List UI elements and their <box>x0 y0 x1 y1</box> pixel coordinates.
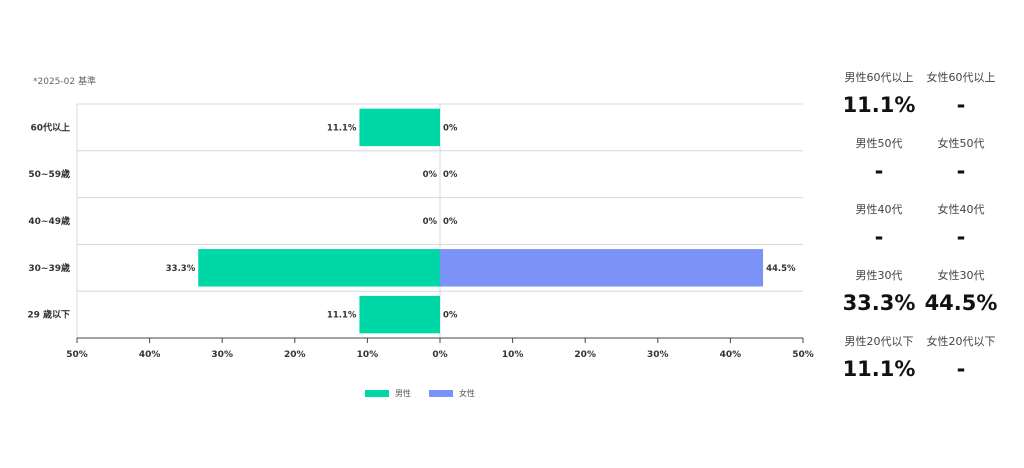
x-tick-label: 50% <box>66 350 88 360</box>
legend-swatch-female <box>429 390 453 397</box>
stat-row-30s: 男性30代 33.3% 女性30代 44.5% <box>838 268 1008 334</box>
stat-row-40s: 男性40代 - 女性40代 - <box>838 202 1008 268</box>
category-label: 60代以上 <box>30 121 70 133</box>
stat-label: 女性50代 <box>937 137 985 150</box>
date-note: *2025-02 基準 <box>33 77 96 87</box>
stat-male-60s: 男性60代以上 11.1% <box>838 70 920 136</box>
x-tick-label: 10% <box>502 350 524 360</box>
stat-value: - <box>956 357 966 381</box>
category-label: 40~49歳 <box>28 215 70 227</box>
x-tick-label: 20% <box>574 350 596 360</box>
stat-row-20s: 男性20代以下 11.1% 女性20代以下 - <box>838 334 1008 400</box>
bar-male <box>198 249 440 287</box>
bar-male <box>359 295 440 334</box>
stat-value: - <box>874 159 884 183</box>
category-label: 29 歳以下 <box>27 309 70 321</box>
data-label-male: 0% <box>423 217 438 227</box>
category-label: 50~59歳 <box>28 168 70 180</box>
legend-swatch-male <box>365 390 389 397</box>
bar-male <box>359 108 440 147</box>
x-tick-label: 30% <box>647 350 669 360</box>
stat-value: 11.1% <box>842 357 916 381</box>
stat-label: 女性40代 <box>937 203 985 216</box>
bar-female <box>440 249 764 287</box>
legend-label-female: 女性 <box>459 389 475 398</box>
data-label-female: 44.5% <box>766 264 796 274</box>
x-tick-label: 0% <box>432 350 447 360</box>
stat-label: 女性30代 <box>937 269 985 282</box>
x-tick-label: 40% <box>720 350 742 360</box>
x-tick-label: 10% <box>357 350 379 360</box>
category-label: 30~39歳 <box>28 262 70 274</box>
stats-panel: 男性60代以上 11.1% 女性60代以上 - 男性50代 - 女性50代 - … <box>838 70 1008 400</box>
legend-label-male: 男性 <box>395 389 411 398</box>
stat-male-30s: 男性30代 33.3% <box>838 268 920 334</box>
stat-male-40s: 男性40代 - <box>838 202 920 268</box>
x-tick-label: 50% <box>792 350 814 360</box>
stat-value: - <box>874 225 884 249</box>
x-tick-label: 30% <box>211 350 233 360</box>
stat-label: 男性20代以下 <box>844 335 914 348</box>
legend-item-female[interactable]: 女性 <box>429 388 475 399</box>
stat-value: 11.1% <box>842 93 916 117</box>
stat-label: 男性40代 <box>855 203 903 216</box>
data-label-male: 11.1% <box>327 311 357 321</box>
population-pyramid-chart: 60代以上 11.1% 0% 50~59歳 0% 0% 40~49歳 0% 0% 30~39歳 33… <box>27 103 814 360</box>
stat-male-20s: 男性20代以下 11.1% <box>838 334 920 400</box>
stat-female-20s: 女性20代以下 - <box>920 334 1002 400</box>
data-label-female: 0% <box>443 217 458 227</box>
stat-row-50s: 男性50代 - 女性50代 - <box>838 136 1008 202</box>
stat-value: 33.3% <box>842 291 916 315</box>
stat-value: - <box>956 159 966 183</box>
x-tick-label: 20% <box>284 350 306 360</box>
stat-value: - <box>956 93 966 117</box>
stat-female-50s: 女性50代 - <box>920 136 1002 202</box>
data-label-female: 0% <box>443 170 458 180</box>
stat-male-50s: 男性50代 - <box>838 136 920 202</box>
data-label-female: 0% <box>443 123 458 133</box>
stat-label: 男性60代以上 <box>844 71 914 84</box>
stat-female-60s: 女性60代以上 - <box>920 70 1002 136</box>
x-tick-label: 40% <box>139 350 161 360</box>
data-label-male: 11.1% <box>327 123 357 133</box>
stat-value: 44.5% <box>924 291 998 315</box>
chart-legend: 男性 女性 <box>365 388 475 399</box>
data-label-male: 33.3% <box>166 264 196 274</box>
stat-female-30s: 女性30代 44.5% <box>920 268 1002 334</box>
stat-label: 女性20代以下 <box>926 335 996 348</box>
stat-label: 女性60代以上 <box>926 71 996 84</box>
stat-female-40s: 女性40代 - <box>920 202 1002 268</box>
data-label-female: 0% <box>443 311 458 321</box>
data-label-male: 0% <box>423 170 438 180</box>
stat-label: 男性30代 <box>855 269 903 282</box>
stat-value: - <box>956 225 966 249</box>
legend-item-male[interactable]: 男性 <box>365 388 411 399</box>
stat-label: 男性50代 <box>855 137 903 150</box>
stat-row-60s: 男性60代以上 11.1% 女性60代以上 - <box>838 70 1008 136</box>
